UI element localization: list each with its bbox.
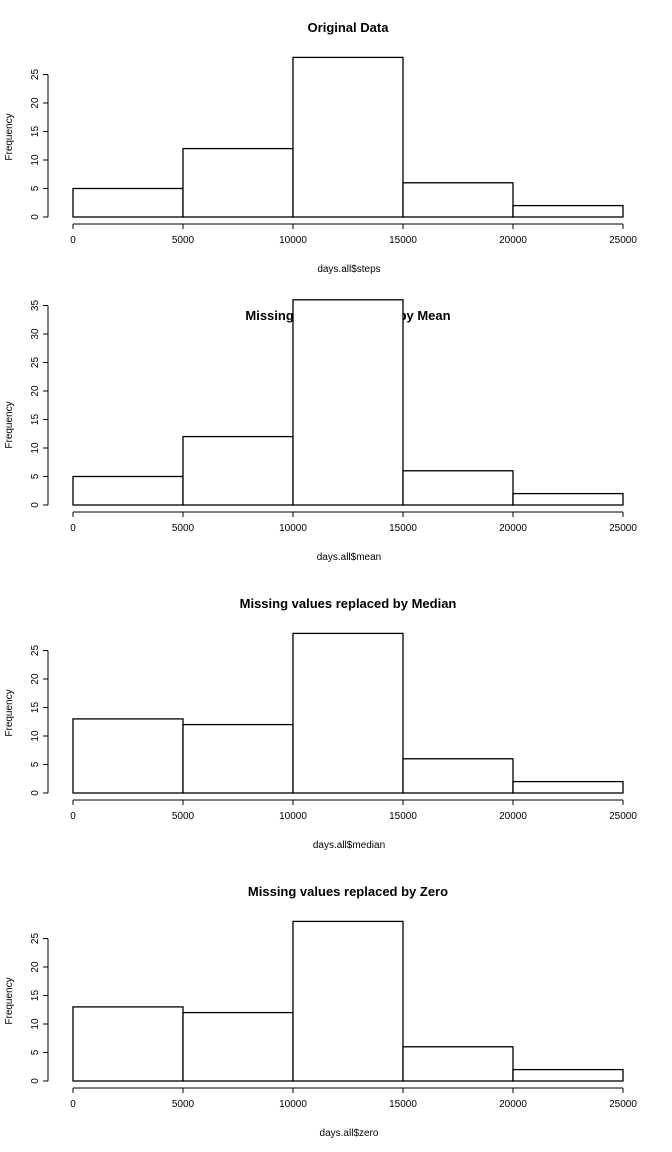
x-axis-label: days.all$mean	[317, 552, 381, 563]
y-tick-label: 20	[30, 673, 41, 685]
histogram-bar	[402, 182, 514, 218]
histogram-bar	[72, 718, 184, 794]
histogram-bar	[512, 1068, 624, 1082]
x-tick-label: 10000	[279, 811, 307, 822]
x-tick-label: 5000	[172, 1099, 195, 1110]
y-tick-label: 5	[30, 185, 41, 191]
y-tick-label: 0	[30, 1078, 41, 1084]
chart-title: Original Data	[308, 20, 390, 35]
y-tick-label: 15	[30, 702, 41, 714]
x-tick-label: 15000	[389, 235, 417, 246]
y-tick-label: 30	[30, 328, 41, 340]
histogram-bar	[72, 475, 184, 506]
y-tick-label: 15	[30, 990, 41, 1002]
x-tick-label: 25000	[609, 1099, 637, 1110]
histogram-bar	[512, 492, 624, 506]
histogram-bar	[512, 780, 624, 794]
y-tick-label: 25	[30, 69, 41, 81]
histogram-bar	[292, 920, 404, 1082]
y-axis-label: Frequency	[4, 977, 15, 1024]
y-tick-label: 10	[30, 154, 41, 166]
x-tick-label: 25000	[609, 235, 637, 246]
x-tick-label: 5000	[172, 235, 195, 246]
y-tick-label: 35	[30, 300, 41, 312]
x-tick-label: 0	[70, 523, 76, 534]
x-tick-label: 10000	[279, 235, 307, 246]
histogram-bar	[182, 147, 294, 218]
y-tick-label: 5	[30, 1049, 41, 1055]
histogram-bar	[292, 632, 404, 794]
x-axis-label: days.all$steps	[317, 264, 380, 275]
chart-title: Missing values replaced by Median	[240, 596, 457, 611]
y-tick-label: 10	[30, 1018, 41, 1030]
x-tick-label: 0	[70, 811, 76, 822]
x-tick-label: 25000	[609, 523, 637, 534]
y-tick-label: 5	[30, 761, 41, 767]
x-tick-label: 20000	[499, 235, 527, 246]
histogram-bar	[512, 204, 624, 218]
y-tick-label: 20	[30, 385, 41, 397]
y-tick-label: 25	[30, 357, 41, 369]
y-tick-label: 20	[30, 97, 41, 109]
histogram-bar	[182, 723, 294, 794]
x-tick-label: 10000	[279, 1099, 307, 1110]
histogram-bar	[402, 470, 514, 506]
x-axis-label: days.all$zero	[320, 1128, 379, 1139]
histogram-bar	[72, 1006, 184, 1082]
histogram-bar	[292, 56, 404, 218]
x-tick-label: 0	[70, 1099, 76, 1110]
x-tick-label: 5000	[172, 811, 195, 822]
histogram-panel-4: Missing values replaced by Zero 0 5 10 15 20 2…	[4, 884, 637, 1139]
y-tick-label: 0	[30, 502, 41, 508]
y-tick-label: 15	[30, 414, 41, 426]
y-axis-label: Frequency	[4, 689, 15, 736]
x-axis-label: days.all$median	[313, 840, 385, 851]
y-tick-label: 0	[30, 214, 41, 220]
x-tick-label: 25000	[609, 811, 637, 822]
y-tick-label: 10	[30, 442, 41, 454]
y-tick-label: 25	[30, 645, 41, 657]
histogram-bar	[72, 187, 184, 218]
y-tick-label: 0	[30, 790, 41, 796]
y-tick-label: 5	[30, 473, 41, 479]
y-axis-label: Frequency	[4, 401, 15, 448]
histogram-bar	[402, 1046, 514, 1082]
x-tick-label: 15000	[389, 1099, 417, 1110]
x-tick-label: 15000	[389, 523, 417, 534]
histogram-panel-3: Missing values replaced by Median 0 5 10 15 2…	[4, 596, 637, 851]
x-tick-label: 15000	[389, 811, 417, 822]
histogram-bar	[182, 1011, 294, 1082]
x-tick-label: 0	[70, 235, 76, 246]
x-tick-label: 20000	[499, 523, 527, 534]
chart-title: Missing values replaced by Zero	[248, 884, 448, 899]
histogram-panel-2: Missing values replaced by Mean051015202…	[4, 299, 637, 563]
x-tick-label: 20000	[499, 1099, 527, 1110]
histogram-bar	[292, 299, 404, 506]
histogram-bar	[402, 758, 514, 794]
histogram-panel-1: Original Data 0 5 10 15 20 25 Frequency 0 5000 100…	[4, 20, 637, 275]
y-tick-label: 10	[30, 730, 41, 742]
y-tick-label: 20	[30, 961, 41, 973]
histogram-bar	[182, 435, 294, 506]
y-tick-label: 15	[30, 126, 41, 138]
y-axis-label: Frequency	[4, 113, 15, 160]
x-tick-label: 10000	[279, 523, 307, 534]
x-tick-label: 5000	[172, 523, 195, 534]
x-tick-label: 20000	[499, 811, 527, 822]
y-tick-label: 25	[30, 933, 41, 945]
